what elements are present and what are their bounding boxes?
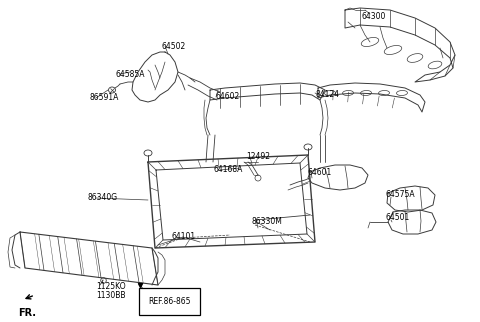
Text: 12492: 12492 [246,152,270,161]
Text: 86340G: 86340G [88,193,118,202]
Text: 64602: 64602 [215,92,239,101]
Text: 64501: 64501 [385,213,409,222]
Text: 86330M: 86330M [252,217,283,226]
Text: 86591A: 86591A [90,93,120,102]
Text: 64502: 64502 [162,42,186,51]
Text: 84124: 84124 [316,90,340,99]
Text: REF.86-865: REF.86-865 [148,297,191,306]
Text: 1130BB: 1130BB [96,291,125,300]
Text: 64601: 64601 [308,168,332,177]
Text: FR.: FR. [18,308,36,318]
Text: 64575A: 64575A [385,190,415,199]
Text: 64300: 64300 [362,12,386,21]
Text: 64168A: 64168A [214,165,243,174]
Text: 64585A: 64585A [116,70,145,79]
Text: 64101: 64101 [172,232,196,241]
Text: 1125KO: 1125KO [96,282,126,291]
